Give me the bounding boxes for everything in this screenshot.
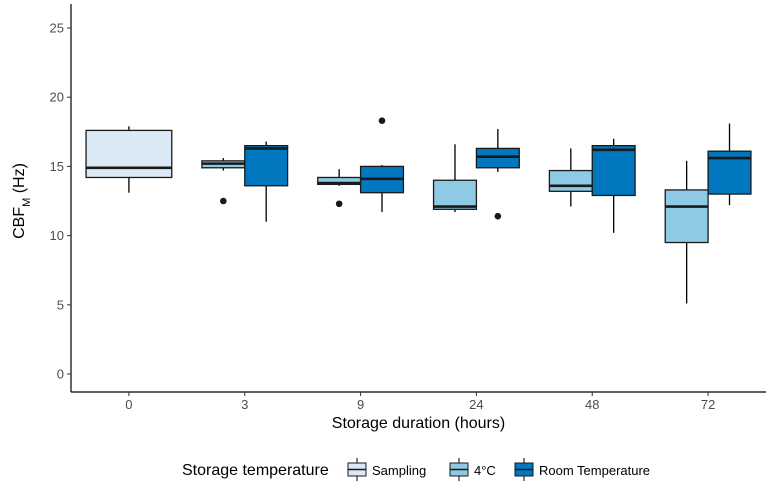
outlier-point — [220, 197, 227, 205]
axes: 0 5 10 15 20 25 0 3 9 24 48 72 — [50, 4, 766, 412]
legend-item: Sampling — [347, 458, 426, 481]
x-tick-label: 24 — [469, 397, 483, 412]
box-iqr — [548, 169, 593, 192]
x-tick-label: 3 — [241, 397, 248, 412]
box-group — [201, 158, 246, 205]
legend-label: Room Temperature — [539, 463, 650, 478]
x-tick-label: 72 — [701, 397, 715, 412]
box-group — [591, 138, 636, 233]
y-axis-title-unit: (Hz) — [11, 163, 28, 198]
box-group — [548, 148, 593, 207]
box-group — [244, 141, 289, 222]
x-tick-label: 9 — [357, 397, 364, 412]
box-iqr — [432, 179, 478, 210]
x-tick-label: 48 — [585, 397, 599, 412]
y-tick-label: 5 — [57, 297, 64, 312]
legend: Storage temperature Sampling 4°C Room Temp… — [182, 458, 650, 481]
outlier-point — [494, 212, 502, 220]
outlier-point — [335, 200, 343, 208]
outlier-point — [378, 117, 386, 125]
box-iqr — [591, 144, 636, 197]
box-iqr — [85, 129, 173, 179]
legend-item: 4°C — [449, 458, 496, 481]
box-group — [707, 123, 752, 206]
legend-label: 4°C — [474, 463, 496, 478]
legend-item: Room Temperature — [514, 458, 650, 481]
box-group — [432, 144, 478, 213]
y-tick-label: 25 — [50, 20, 64, 35]
x-axis-title: Storage duration (hours) — [332, 415, 505, 432]
box-group — [317, 169, 362, 208]
x-tick-label: 0 — [125, 397, 132, 412]
box-iqr — [664, 189, 709, 244]
y-tick-label: 10 — [50, 228, 64, 243]
y-axis-title: CBFM (Hz) — [11, 163, 33, 239]
y-axis-title-main: CBF — [11, 207, 28, 239]
y-axis-title-subscript: M — [21, 198, 33, 207]
plot-area — [85, 117, 752, 304]
y-tick-label: 0 — [57, 367, 64, 382]
box-group — [664, 160, 709, 304]
box-group — [85, 126, 173, 193]
y-tick-label: 20 — [50, 90, 64, 105]
box-group — [475, 129, 520, 220]
box-group — [359, 117, 405, 213]
box-iqr — [244, 144, 289, 187]
legend-title: Storage temperature — [182, 462, 329, 479]
legend-label: Sampling — [372, 463, 426, 478]
box-iqr — [475, 147, 520, 169]
y-tick-label: 15 — [50, 159, 64, 174]
